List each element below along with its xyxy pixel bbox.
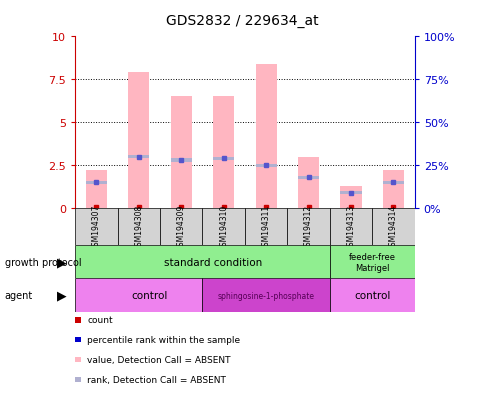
Text: percentile rank within the sample: percentile rank within the sample xyxy=(87,335,240,344)
Bar xyxy=(244,209,287,246)
Bar xyxy=(75,246,329,279)
Text: control: control xyxy=(131,290,167,300)
Text: GSM194309: GSM194309 xyxy=(176,204,185,250)
Text: ▶: ▶ xyxy=(57,289,67,302)
Text: GSM194312: GSM194312 xyxy=(303,204,313,250)
Text: control: control xyxy=(353,290,390,300)
Bar xyxy=(255,164,276,167)
Text: agent: agent xyxy=(5,290,33,300)
Bar xyxy=(117,209,160,246)
Text: ▶: ▶ xyxy=(57,256,67,269)
Bar xyxy=(170,97,192,209)
Bar xyxy=(382,171,403,209)
Bar xyxy=(86,171,107,209)
Bar xyxy=(372,209,414,246)
Text: GSM194314: GSM194314 xyxy=(388,204,397,250)
Bar xyxy=(212,157,234,160)
Text: growth protocol: growth protocol xyxy=(5,257,81,267)
Bar xyxy=(287,209,329,246)
Bar xyxy=(297,157,318,209)
Text: GSM194311: GSM194311 xyxy=(261,204,270,250)
Bar xyxy=(128,156,149,159)
Bar xyxy=(382,181,403,184)
Text: feeder-free
Matrigel: feeder-free Matrigel xyxy=(348,253,395,272)
Bar xyxy=(160,209,202,246)
Bar xyxy=(170,159,192,162)
Text: GSM194313: GSM194313 xyxy=(346,204,355,250)
Bar xyxy=(297,176,318,179)
Bar xyxy=(202,209,244,246)
Bar xyxy=(128,73,149,209)
Text: standard condition: standard condition xyxy=(164,257,262,267)
Bar xyxy=(329,279,414,312)
Text: rank, Detection Call = ABSENT: rank, Detection Call = ABSENT xyxy=(87,375,226,384)
Text: sphingosine-1-phosphate: sphingosine-1-phosphate xyxy=(217,291,314,300)
Bar xyxy=(340,192,361,195)
Bar xyxy=(202,279,329,312)
Text: count: count xyxy=(87,316,113,325)
Bar xyxy=(329,246,414,279)
Bar xyxy=(75,279,202,312)
Text: GSM194308: GSM194308 xyxy=(134,204,143,250)
Bar xyxy=(212,97,234,209)
Text: GSM194310: GSM194310 xyxy=(219,204,228,250)
Bar xyxy=(86,181,107,184)
Text: GSM194307: GSM194307 xyxy=(91,204,101,250)
Bar xyxy=(329,209,372,246)
Text: GDS2832 / 229634_at: GDS2832 / 229634_at xyxy=(166,14,318,28)
Text: value, Detection Call = ABSENT: value, Detection Call = ABSENT xyxy=(87,355,230,364)
Bar xyxy=(340,186,361,209)
Bar xyxy=(75,209,117,246)
Bar xyxy=(255,64,276,209)
